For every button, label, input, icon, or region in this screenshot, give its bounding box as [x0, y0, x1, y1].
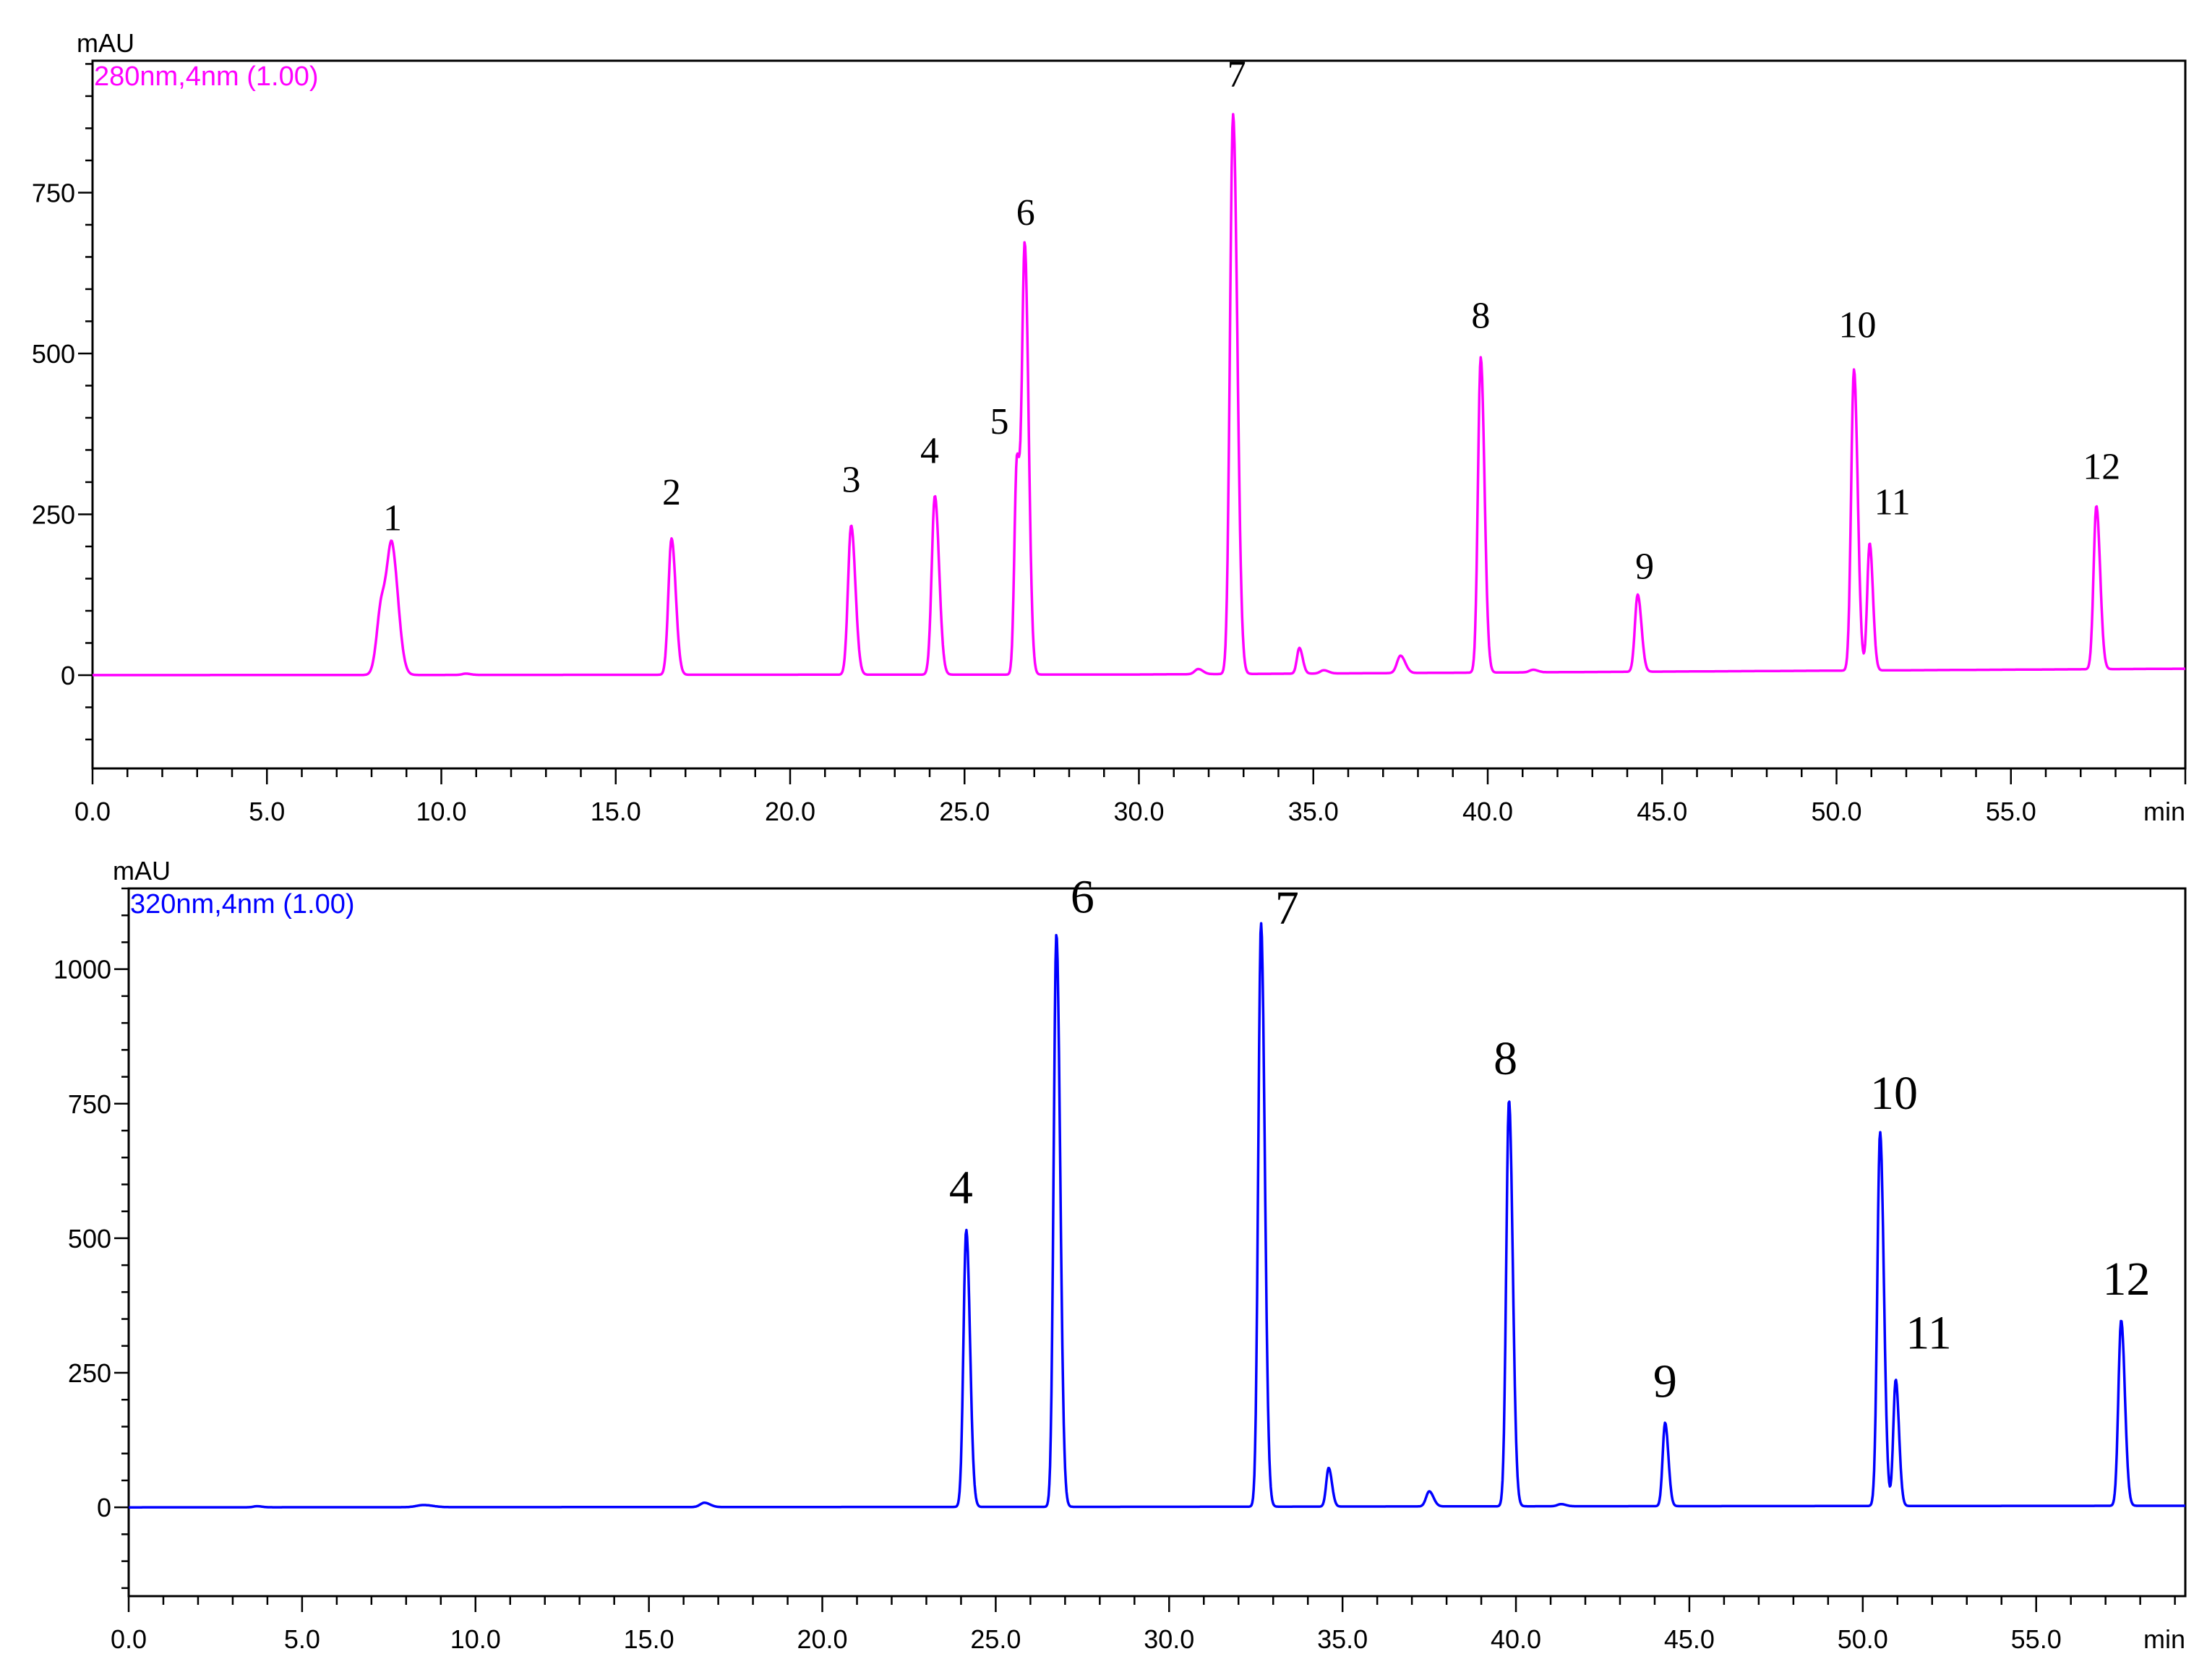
x-tick-label: 30.0: [1144, 1624, 1194, 1654]
peak-label: 9: [1635, 546, 1654, 587]
peak-label: 11: [1874, 481, 1911, 523]
x-tick-label: 40.0: [1462, 797, 1513, 826]
chromatogram-trace: [128, 922, 2186, 1509]
x-tick-label: 40.0: [1491, 1624, 1541, 1654]
y-tick-label: 0: [61, 661, 75, 690]
x-tick-label: 55.0: [1986, 797, 2036, 826]
x-axis-unit-label: min: [2143, 797, 2185, 826]
x-tick-label: 0.0: [74, 797, 111, 826]
x-tick-label: 45.0: [1664, 1624, 1715, 1654]
peak-label: 7: [1275, 881, 1299, 934]
x-tick-label: 5.0: [249, 797, 285, 826]
x-tick-label: 15.0: [624, 1624, 674, 1654]
panel-320nm: mAU min 0.0 5.0 10.0 15.0 20.0 25.0 30.0 35.0 40.0…: [53, 856, 2187, 1654]
x-tick-label: 25.0: [970, 1624, 1021, 1654]
x-tick-label: 45.0: [1637, 797, 1687, 826]
x-tick-label: 35.0: [1317, 1624, 1368, 1654]
peak-label: 4: [920, 430, 939, 471]
chromatogram-trace: [92, 113, 2186, 677]
x-tick-label: 50.0: [1838, 1624, 1888, 1654]
y-tick-label: 1000: [53, 955, 111, 985]
x-tick-label: 50.0: [1811, 797, 1861, 826]
x-tick-label: 20.0: [765, 797, 815, 826]
peak-label: 12: [2083, 447, 2120, 488]
x-tick-label: 15.0: [591, 797, 641, 826]
panel-280nm: mAU min 0.0 5.0 10.0 15.0 20.0 25.0 30.0 35.0 40.0…: [32, 28, 2187, 826]
channel-legend: 280nm,4nm (1.00): [94, 61, 319, 92]
y-tick-label: 0: [97, 1493, 111, 1522]
y-tick-label: 750: [68, 1089, 111, 1119]
peak-label: 6: [1071, 871, 1094, 924]
x-axis-unit-label: min: [2143, 1624, 2185, 1654]
y-tick-label: 500: [68, 1224, 111, 1253]
y-axis-unit-label: mAU: [77, 28, 134, 58]
channel-legend: 320nm,4nm (1.00): [130, 889, 355, 920]
x-tick-label: 10.0: [450, 1624, 501, 1654]
peak-label: 3: [841, 459, 860, 500]
x-tick-label: 5.0: [284, 1624, 320, 1654]
y-axis-unit-label: mAU: [113, 856, 171, 886]
peak-label: 8: [1494, 1032, 1517, 1085]
peak-label: 4: [949, 1162, 973, 1214]
y-tick-label: 750: [32, 178, 75, 207]
peak-label: 11: [1906, 1307, 1952, 1360]
y-tick-label: 500: [32, 339, 75, 369]
x-tick-label: 0.0: [111, 1624, 147, 1654]
peak-label: 8: [1471, 295, 1490, 336]
y-tick-label: 250: [32, 500, 75, 529]
peak-label: 10: [1838, 305, 1876, 346]
x-tick-label: 35.0: [1288, 797, 1339, 826]
peak-label: 1: [383, 498, 402, 539]
x-tick-label: 25.0: [939, 797, 990, 826]
x-tick-label: 20.0: [797, 1624, 847, 1654]
peak-label: 5: [990, 401, 1009, 442]
peak-label: 6: [1016, 192, 1035, 233]
peak-label: 10: [1870, 1067, 1918, 1120]
peak-label: 9: [1653, 1355, 1677, 1408]
peak-label: 7: [1227, 54, 1246, 95]
peak-label: 12: [2102, 1253, 2150, 1306]
x-tick-label: 55.0: [2011, 1624, 2062, 1654]
x-tick-label: 10.0: [416, 797, 466, 826]
plot-frame: [127, 887, 2187, 1598]
peak-label: 2: [662, 472, 681, 513]
y-tick-label: 250: [68, 1358, 111, 1388]
x-tick-label: 30.0: [1113, 797, 1164, 826]
